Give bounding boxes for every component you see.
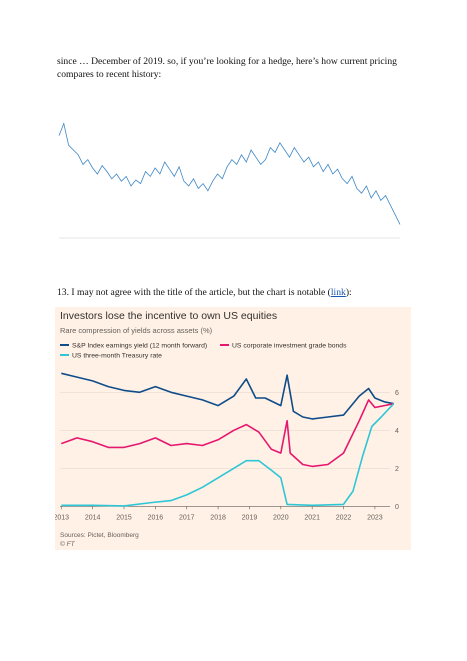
y-tick-label: 6	[395, 390, 399, 397]
x-tick-label: 2021	[304, 514, 320, 521]
x-tick-label: 2017	[179, 514, 195, 521]
series-line	[58, 122, 401, 225]
x-tick-label: 2020	[273, 514, 289, 521]
text: 13. I may not agree with the title of th…	[57, 287, 331, 298]
chart-bg	[55, 96, 413, 246]
x-tick-label: 2014	[85, 514, 101, 521]
link[interactable]: link	[330, 287, 346, 298]
credit: © FT	[60, 540, 76, 548]
chart-title: Investors lose the incentive to own US e…	[60, 310, 277, 322]
legend-label: S&P Index earnings yield (12 month forwa…	[72, 343, 207, 350]
x-tick-label: 2013	[55, 514, 69, 521]
paragraph: since … December of 2019. so, if you’re …	[57, 56, 397, 80]
legend-label: US corporate investment grade bonds	[232, 343, 347, 350]
series-line	[61, 399, 394, 468]
chart-1	[55, 96, 413, 246]
chart-bg	[55, 307, 411, 550]
x-tick-label: 2023	[367, 514, 383, 521]
series-line	[61, 372, 394, 420]
y-tick-label: 4	[395, 428, 399, 435]
chart-2: Investors lose the incentive to own US e…	[55, 307, 411, 550]
y-tick-label: 2	[395, 466, 399, 473]
x-tick-label: 2018	[210, 514, 226, 521]
legend-label: US three-month Treasury rate	[72, 353, 162, 360]
chart-subtitle: Rare compression of yields across assets…	[60, 326, 213, 335]
x-tick-label: 2019	[242, 514, 258, 521]
series-line	[61, 403, 395, 507]
paragraph: 13. I may not agree with the title of th…	[57, 287, 417, 300]
text: ):	[345, 287, 352, 298]
x-tick-label: 2015	[116, 514, 132, 521]
x-tick-label: 2022	[336, 514, 352, 521]
y-tick-label: 0	[395, 504, 399, 511]
x-tick-label: 2016	[148, 514, 164, 521]
source: Sources: Pictet, Bloomberg	[60, 532, 139, 539]
